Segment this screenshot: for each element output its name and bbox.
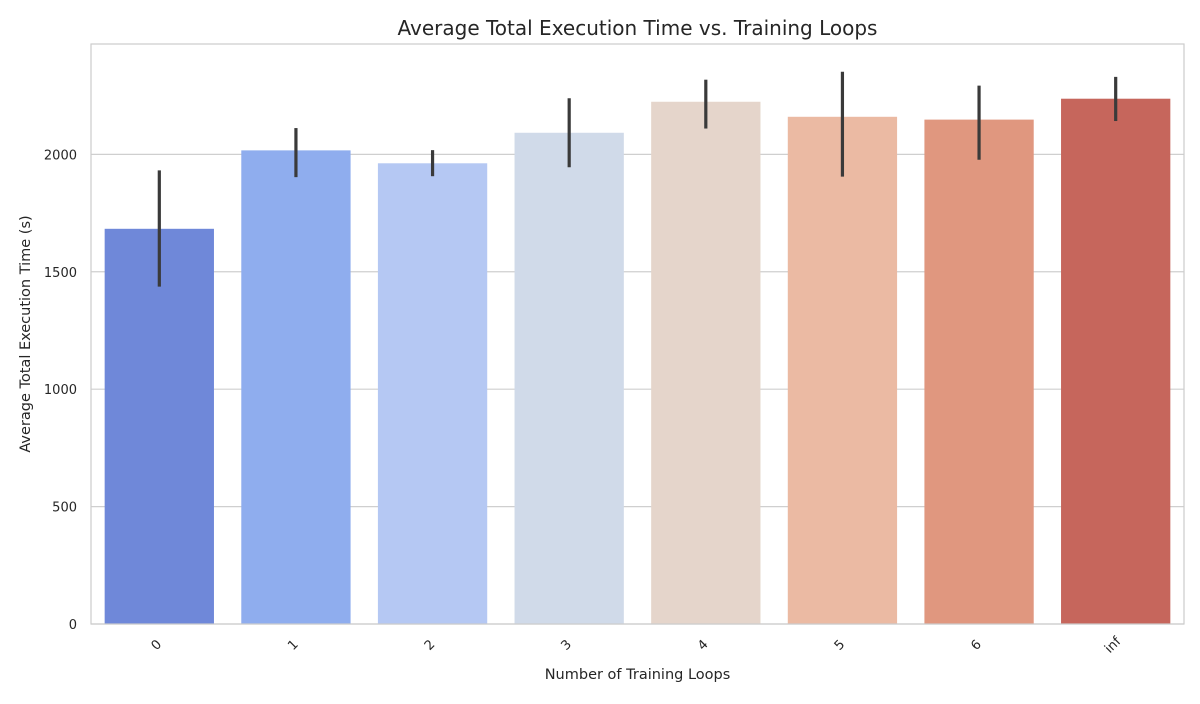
bar — [241, 150, 351, 624]
x-tick-label: 6 — [968, 637, 984, 653]
y-tick-label: 2000 — [44, 148, 77, 163]
error-bars — [157, 71, 1118, 287]
y-tick-label: 1000 — [44, 383, 77, 398]
x-tick-label: inf — [1102, 634, 1125, 657]
x-tick-label: 4 — [695, 637, 711, 653]
x-axis-label: Number of Training Loops — [545, 667, 731, 683]
bar — [651, 101, 761, 624]
x-tick-label: 3 — [558, 637, 574, 653]
x-tick-label: 0 — [149, 637, 165, 653]
y-tick-label: 500 — [52, 501, 77, 516]
bar — [787, 116, 898, 625]
x-tick-label: 1 — [285, 637, 301, 653]
bar — [924, 119, 1034, 625]
bar — [514, 132, 624, 624]
y-tick-label: 0 — [69, 618, 77, 633]
bar — [1061, 98, 1171, 625]
bars — [104, 98, 1171, 625]
x-tick-label: 5 — [832, 637, 848, 653]
bar — [104, 228, 214, 624]
chart-title: Average Total Execution Time vs. Trainin… — [398, 16, 878, 40]
x-tick-labels: 0 1 2 3 4 5 6 inf — [149, 634, 1125, 657]
plot-frame — [90, 43, 1185, 625]
y-tick-label: 1500 — [44, 266, 77, 281]
bar — [377, 163, 488, 624]
y-axis-label: Average Total Execution Time (s) — [18, 215, 34, 452]
x-tick-label: 2 — [422, 637, 438, 653]
y-tick-labels: 0 500 1000 1500 2000 — [44, 148, 77, 633]
